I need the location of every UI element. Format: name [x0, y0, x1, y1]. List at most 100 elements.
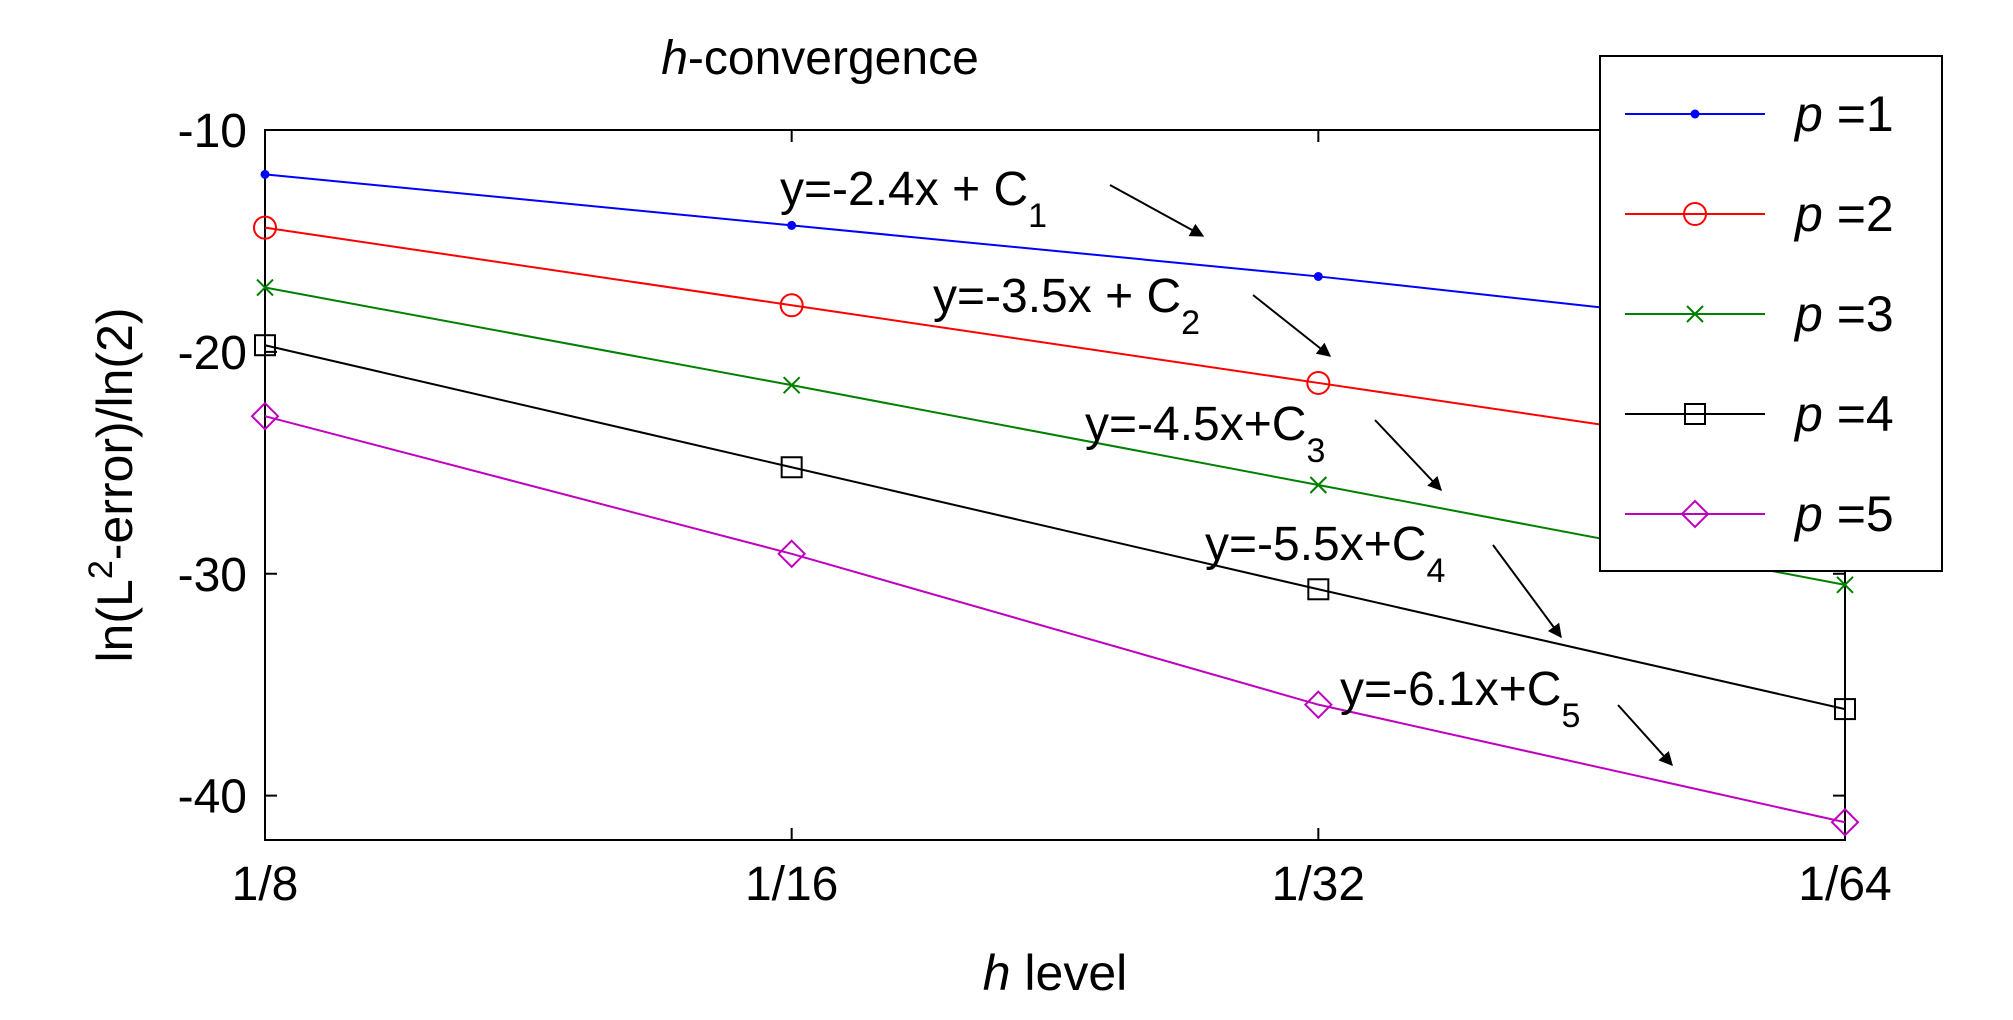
series-2-point — [1306, 370, 1331, 395]
x-axis-label-italic: h — [983, 945, 1011, 1001]
y-axis-label: ln(L2-error)/ln(2) — [82, 307, 143, 662]
series-4-point — [780, 456, 803, 479]
legend-swatch-marker — [1680, 499, 1710, 529]
legend-item-p4: p =4 — [1625, 386, 1894, 442]
series-4-line — [264, 344, 1846, 711]
svg-text:y=-3.5x + C2: y=-3.5x + C2 — [933, 270, 1200, 342]
legend: p =1p =2p =3p =4p =5 — [1599, 55, 1943, 572]
x-axis-ticks: 1/8 1/16 1/32 1/64 — [232, 130, 1892, 911]
chart-title-italic: h — [661, 32, 688, 85]
legend-label-italic: p — [1793, 86, 1823, 142]
legend-item-p3: p =3 — [1625, 286, 1894, 342]
legend-label: p =2 — [1793, 186, 1894, 242]
y-tick-label: -10 — [178, 105, 247, 158]
legend-swatch-marker — [1686, 305, 1704, 323]
series-1 — [260, 169, 1850, 339]
legend-swatch-marker — [1683, 202, 1707, 226]
legend-label: p =4 — [1793, 386, 1894, 442]
legend-label-rest: =1 — [1823, 86, 1894, 142]
legend-label-italic: p — [1793, 486, 1823, 542]
series-1-point — [260, 169, 270, 179]
series-3-point — [782, 376, 801, 394]
series-2-point — [779, 293, 804, 318]
legend-swatch-marker — [1690, 109, 1700, 119]
y-tick-label: -30 — [178, 549, 247, 602]
series-2-line — [264, 226, 1846, 462]
svg-text:y=-4.5x+C3: y=-4.5x+C3 — [1085, 398, 1325, 470]
svg-text:y=-2.4x + C1: y=-2.4x + C1 — [780, 163, 1047, 235]
series-3-line — [264, 286, 1846, 586]
annotation-3: y=-4.5x+C3 — [1085, 398, 1442, 492]
legend-item-p1: p =1 — [1625, 86, 1894, 142]
series-2-point — [253, 215, 277, 240]
annotation-5: y=-6.1x+C5 — [1340, 663, 1673, 767]
annotation-1: y=-2.4x + C1 — [780, 163, 1205, 237]
annotation-2: y=-3.5x + C2 — [933, 270, 1332, 357]
annotation-4: y=-5.5x+C4 — [1205, 518, 1562, 639]
series-1-point — [787, 220, 797, 230]
x-tick-label: 1/64 — [1798, 858, 1891, 911]
series-5-point — [250, 401, 280, 431]
legend-items: p =1p =2p =3p =4p =5 — [1625, 86, 1894, 542]
annotation-5-sub: 5 — [1561, 697, 1580, 735]
legend-label-rest: =5 — [1823, 486, 1894, 542]
legend-label: p =1 — [1793, 86, 1894, 142]
legend-label: p =3 — [1793, 286, 1894, 342]
series-5-line — [264, 415, 1846, 824]
series-4-point — [1834, 698, 1856, 721]
series-4-point — [1307, 578, 1330, 601]
series-3-point — [1836, 576, 1854, 594]
x-tick-label: 1/16 — [745, 858, 838, 911]
annotation-3-sub: 3 — [1306, 432, 1325, 470]
series-3-point — [1309, 476, 1328, 494]
annotation-3-arrow — [1374, 419, 1442, 492]
legend-label-rest: =3 — [1823, 286, 1894, 342]
series-1-point — [1313, 271, 1323, 281]
legend-label-italic: p — [1793, 286, 1823, 342]
series-3-point — [256, 278, 274, 297]
series-5-point — [777, 539, 807, 569]
series-5-point — [1303, 690, 1333, 720]
annotation-2-arrow — [1252, 294, 1332, 357]
svg-text:y=-5.5x+C4: y=-5.5x+C4 — [1205, 518, 1445, 590]
annotation-2-sub: 2 — [1181, 304, 1200, 342]
chart-title: h-convergence — [661, 32, 979, 85]
series-3 — [256, 278, 1854, 594]
legend-label-italic: p — [1793, 386, 1823, 442]
series-4-point — [254, 334, 276, 357]
y-tick-label: -40 — [178, 771, 247, 824]
legend-label-italic: p — [1793, 186, 1823, 242]
chart-title-rest: -convergence — [688, 32, 979, 85]
y-tick-label: -20 — [178, 327, 247, 380]
x-tick-label: 1/8 — [232, 858, 299, 911]
annotation-5-arrow — [1617, 704, 1673, 767]
series-4 — [254, 334, 1856, 721]
svg-text:y=-6.1x+C5: y=-6.1x+C5 — [1340, 663, 1580, 735]
annotation-1-arrow — [1109, 184, 1205, 237]
y-axis-label-post: -error)/ln(2) — [87, 307, 143, 560]
legend-label-rest: =2 — [1823, 186, 1894, 242]
annotation-4-arrow — [1492, 544, 1562, 639]
legend-label-rest: =4 — [1823, 386, 1894, 442]
y-axis-ticks: -10 -20 -30 -40 — [178, 105, 1845, 824]
y-axis-label-sup: 2 — [82, 560, 120, 579]
legend-item-p5: p =5 — [1625, 486, 1894, 542]
series-5 — [250, 401, 1860, 837]
x-tick-label: 1/32 — [1272, 858, 1365, 911]
legend-swatch-marker — [1684, 403, 1706, 425]
annotation-1-text: y=-2.4x + C — [780, 163, 1028, 216]
annotation-4-text: y=-5.5x+C — [1205, 518, 1426, 571]
legend-label: p =5 — [1793, 486, 1894, 542]
series-1-line — [264, 173, 1846, 336]
annotation-1-sub: 1 — [1028, 197, 1047, 235]
x-axis-label-rest: level — [1011, 945, 1128, 1001]
annotation-2-text: y=-3.5x + C — [933, 270, 1181, 323]
legend-item-p2: p =2 — [1625, 186, 1894, 242]
annotation-5-text: y=-6.1x+C — [1340, 663, 1561, 716]
series-5-point — [1830, 807, 1860, 837]
y-axis-label-pre: ln(L — [87, 579, 143, 662]
x-axis-label: h level — [983, 945, 1128, 1001]
annotation-3-text: y=-4.5x+C — [1085, 398, 1306, 451]
annotation-4-sub: 4 — [1426, 552, 1445, 590]
